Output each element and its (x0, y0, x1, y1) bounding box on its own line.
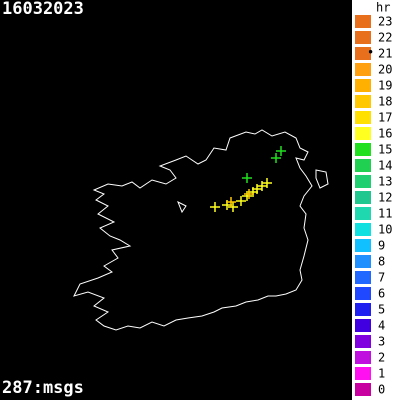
strike (226, 189, 254, 207)
legend-swatch (355, 319, 371, 332)
current-hour-marker: • (367, 46, 374, 60)
legend-label: 17 (378, 111, 392, 125)
legend-swatch (355, 383, 371, 396)
lough-outline (315, 169, 329, 189)
legend-swatch (355, 111, 371, 124)
legend-label: 14 (378, 159, 392, 173)
strikes (210, 146, 286, 212)
legend-swatch (355, 127, 371, 140)
legend-label: 16 (378, 127, 392, 141)
legend-swatch (355, 271, 371, 284)
lake-outline (177, 200, 187, 214)
legend-swatch (355, 159, 371, 172)
legend-label: 2 (378, 351, 385, 365)
legend-label: 6 (378, 287, 385, 301)
legend-label: 0 (378, 383, 385, 397)
legend-label: 18 (378, 95, 392, 109)
legend-swatch (355, 95, 371, 108)
legend-label: 21 (378, 47, 392, 61)
legend-swatch (355, 31, 371, 44)
legend-label: 8 (378, 255, 385, 269)
legend-swatch (355, 351, 371, 364)
legend-label: 1 (378, 367, 385, 381)
legend-swatch (355, 175, 371, 188)
legend-label: 13 (378, 175, 392, 189)
legend-swatch (355, 335, 371, 348)
legend-label: 15 (378, 143, 392, 157)
legend-label: 19 (378, 79, 392, 93)
legend-swatch (355, 143, 371, 156)
legend-swatch (355, 79, 371, 92)
legend-swatch (355, 239, 371, 252)
legend-swatch (355, 47, 371, 60)
strike (210, 178, 272, 212)
legend-label: 12 (378, 191, 392, 205)
strike-group-16 (210, 178, 272, 212)
strike (242, 146, 286, 183)
legend-label: 9 (378, 239, 385, 253)
legend-label: 4 (378, 319, 385, 333)
strike-group-18 (226, 189, 254, 207)
legend-label: 3 (378, 335, 385, 349)
legend-swatch (355, 303, 371, 316)
legend-swatch (355, 207, 371, 220)
legend-swatch (355, 63, 371, 76)
ireland-outline (73, 129, 313, 331)
strike-group-15 (242, 146, 286, 183)
legend-label: 23 (378, 15, 392, 29)
legend-label: 7 (378, 271, 385, 285)
legend-label: 10 (378, 223, 392, 237)
legend-label: 20 (378, 63, 392, 77)
legend-swatch (355, 15, 371, 28)
legend-swatch (355, 367, 371, 380)
message-count: 287:msgs (2, 378, 84, 398)
legend-swatch (355, 191, 371, 204)
legend-label: 22 (378, 31, 392, 45)
coastline (73, 129, 329, 331)
legend-swatch (355, 287, 371, 300)
legend-swatch (355, 255, 371, 268)
date-label: 16032023 (2, 0, 84, 19)
legend-swatch (355, 223, 371, 236)
legend-label: 11 (378, 207, 392, 221)
legend-label: 5 (378, 303, 385, 317)
legend-title: hr (376, 1, 390, 15)
